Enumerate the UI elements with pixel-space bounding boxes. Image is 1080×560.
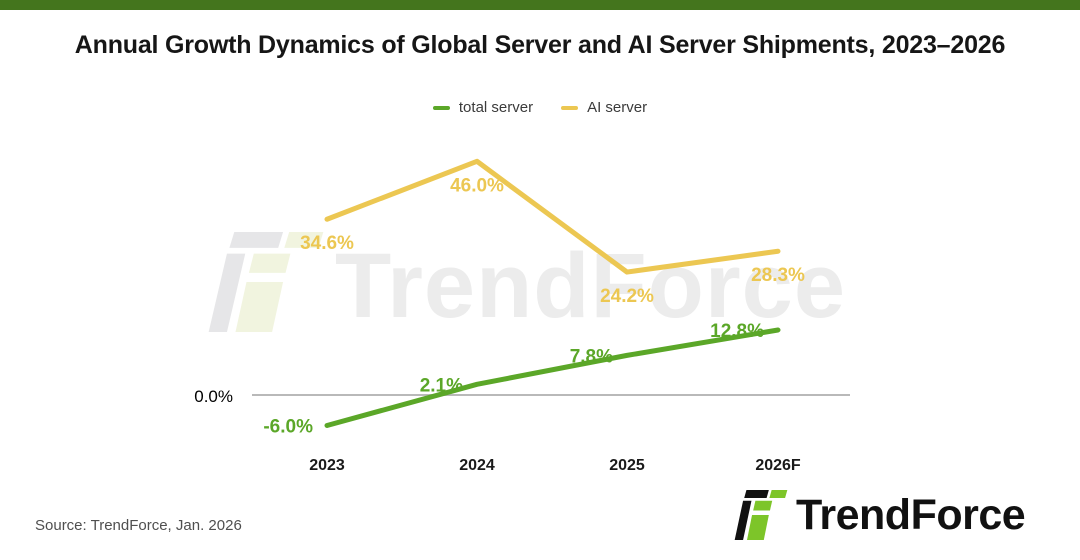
- trendforce-glyph-icon: [734, 490, 788, 540]
- legend-label-total-server: total server: [458, 99, 534, 116]
- chart-line-AI-server: [324, 158, 781, 275]
- legend-item-total-server[interactable]: total server: [432, 99, 534, 116]
- zero-axis-label: 0.0%: [194, 387, 233, 406]
- logo-text: TrendForce: [796, 491, 1026, 539]
- x-axis-label-2026F: 2026F: [755, 457, 801, 474]
- data-label-total-server-2024: 2.1%: [420, 375, 463, 396]
- top-accent-bar: [0, 0, 1080, 10]
- x-axis-label-2025: 2025: [609, 457, 645, 474]
- legend-label-ai-server: AI server: [587, 99, 648, 116]
- page-title: Annual Growth Dynamics of Global Server …: [74, 31, 1006, 59]
- data-label-total-server-2026F: 12.8%: [710, 321, 764, 342]
- data-label-AI-server-2025: 24.2%: [600, 286, 654, 307]
- data-label-AI-server-2024: 46.0%: [450, 175, 504, 196]
- legend-item-ai-server[interactable]: AI server: [561, 99, 647, 116]
- ai-server-dash-icon: [561, 105, 579, 110]
- total-server-dash-icon: [432, 105, 450, 110]
- data-label-total-server-2025: 7.8%: [570, 346, 613, 367]
- data-label-AI-server-2023: 34.6%: [300, 233, 354, 254]
- chart-legend: total server AI server: [0, 99, 1080, 116]
- x-axis-label-2023: 2023: [309, 457, 345, 474]
- trendforce-logo: TrendForce: [733, 490, 1026, 540]
- data-label-total-server-2023: -6.0%: [263, 416, 313, 437]
- x-axis-label-2024: 2024: [459, 457, 495, 474]
- chart-line-total-server: [324, 327, 781, 428]
- data-label-AI-server-2026F: 28.3%: [751, 265, 805, 286]
- source-note: Source: TrendForce, Jan. 2026: [35, 517, 242, 534]
